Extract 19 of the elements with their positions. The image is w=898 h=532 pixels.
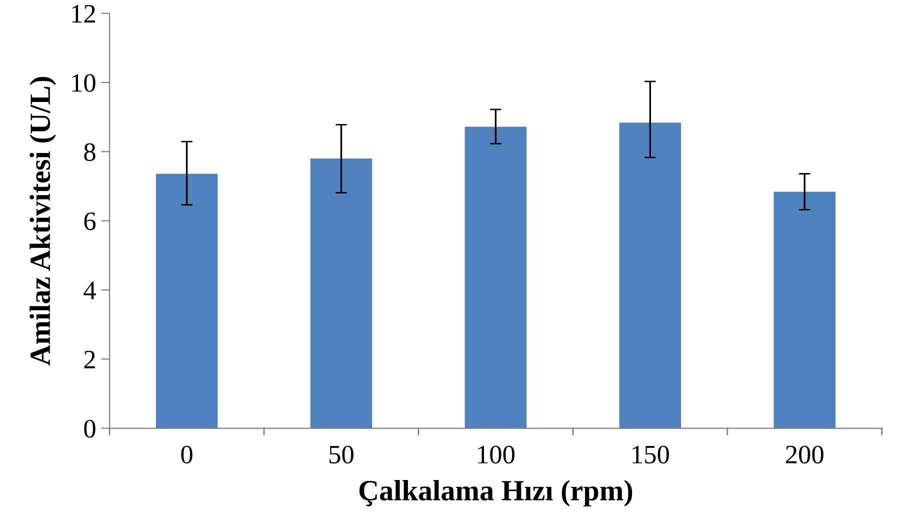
x-tick-label: 100 [478, 446, 514, 464]
x-tick-label: 200 [786, 446, 824, 464]
y-tick-label: 8 [84, 143, 96, 162]
x-tick-label: 50 [330, 446, 354, 464]
bar [774, 192, 836, 428]
y-tick-label: 6 [84, 212, 96, 230]
y-tick-label: 0 [84, 420, 96, 438]
y-tick-label: 10 [72, 74, 96, 92]
x-tick-label: 0 [181, 446, 192, 464]
y-tick-label: 4 [84, 282, 96, 300]
bar [464, 126, 527, 428]
bar [156, 174, 218, 428]
y-tick-label: 12 [72, 4, 95, 22]
y-tick-label: 2 [84, 350, 95, 368]
y-axis-title: Amilaz Aktivitesi (U/L) [30, 77, 56, 366]
bar [619, 122, 682, 428]
bar [310, 158, 372, 428]
x-tick-label: 150 [632, 446, 669, 464]
x-axis-title: Çalkalama Hızı (rpm) [359, 480, 632, 506]
